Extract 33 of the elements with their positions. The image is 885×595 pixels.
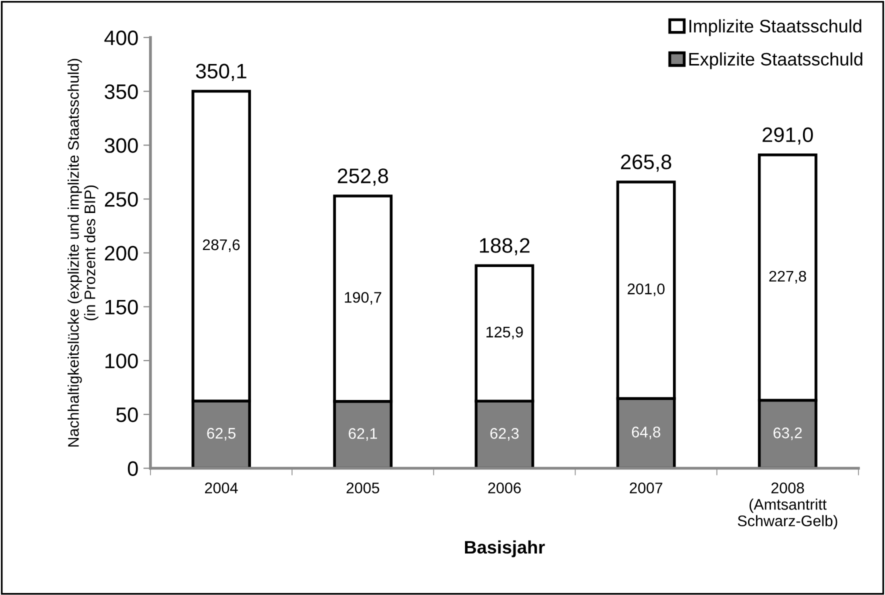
x-axis-title: Basisjahr [465, 540, 545, 558]
data-label: 62,3 [490, 428, 519, 441]
data-label: 63,2 [774, 428, 802, 440]
total-label: 188,2 [480, 238, 530, 256]
legend-label: Explizite Staatsschuld [689, 52, 862, 70]
data-label: 62,5 [207, 428, 236, 441]
x-tick-label: 2005 [346, 482, 380, 494]
data-label: 190,7 [344, 292, 382, 305]
x-tick-label: 2006 [488, 482, 521, 494]
y-tick-label: 0 [128, 461, 138, 476]
data-label: 64,8 [632, 426, 660, 440]
total-label: 265,8 [621, 154, 672, 172]
y-tick-label: 250 [104, 192, 138, 207]
y-axis-title: Nachhaltigkeitslücke (explizite und implizite Staatsschuld) (in Prozent des BIP) [68, 58, 98, 446]
x-tick-label: 2007 [630, 482, 662, 494]
y-tick-label: 200 [104, 246, 138, 261]
y-tick-label: 150 [105, 300, 138, 314]
x-tick-label: 2004 [205, 482, 238, 494]
data-label: 201,0 [628, 284, 665, 296]
data-label: 287,6 [202, 239, 240, 252]
y-tick-label: 400 [104, 30, 138, 46]
data-label: 227,8 [769, 270, 806, 284]
y-tick-label: 50 [116, 407, 138, 422]
data-label: 125,9 [486, 326, 523, 340]
total-label: 350,1 [196, 64, 246, 81]
data-label: 62,1 [348, 428, 377, 441]
y-tick-label: 350 [104, 84, 138, 100]
y-tick-label: 100 [105, 354, 138, 368]
y-tick-label: 300 [104, 138, 138, 153]
total-label: 291,0 [762, 127, 813, 145]
x-tick-label: 2008 (Amtsantritt Schwarz-Gelb) [738, 482, 838, 530]
legend-label: Implizite Staatsschuld [689, 19, 862, 36]
total-label: 252,8 [338, 168, 388, 186]
